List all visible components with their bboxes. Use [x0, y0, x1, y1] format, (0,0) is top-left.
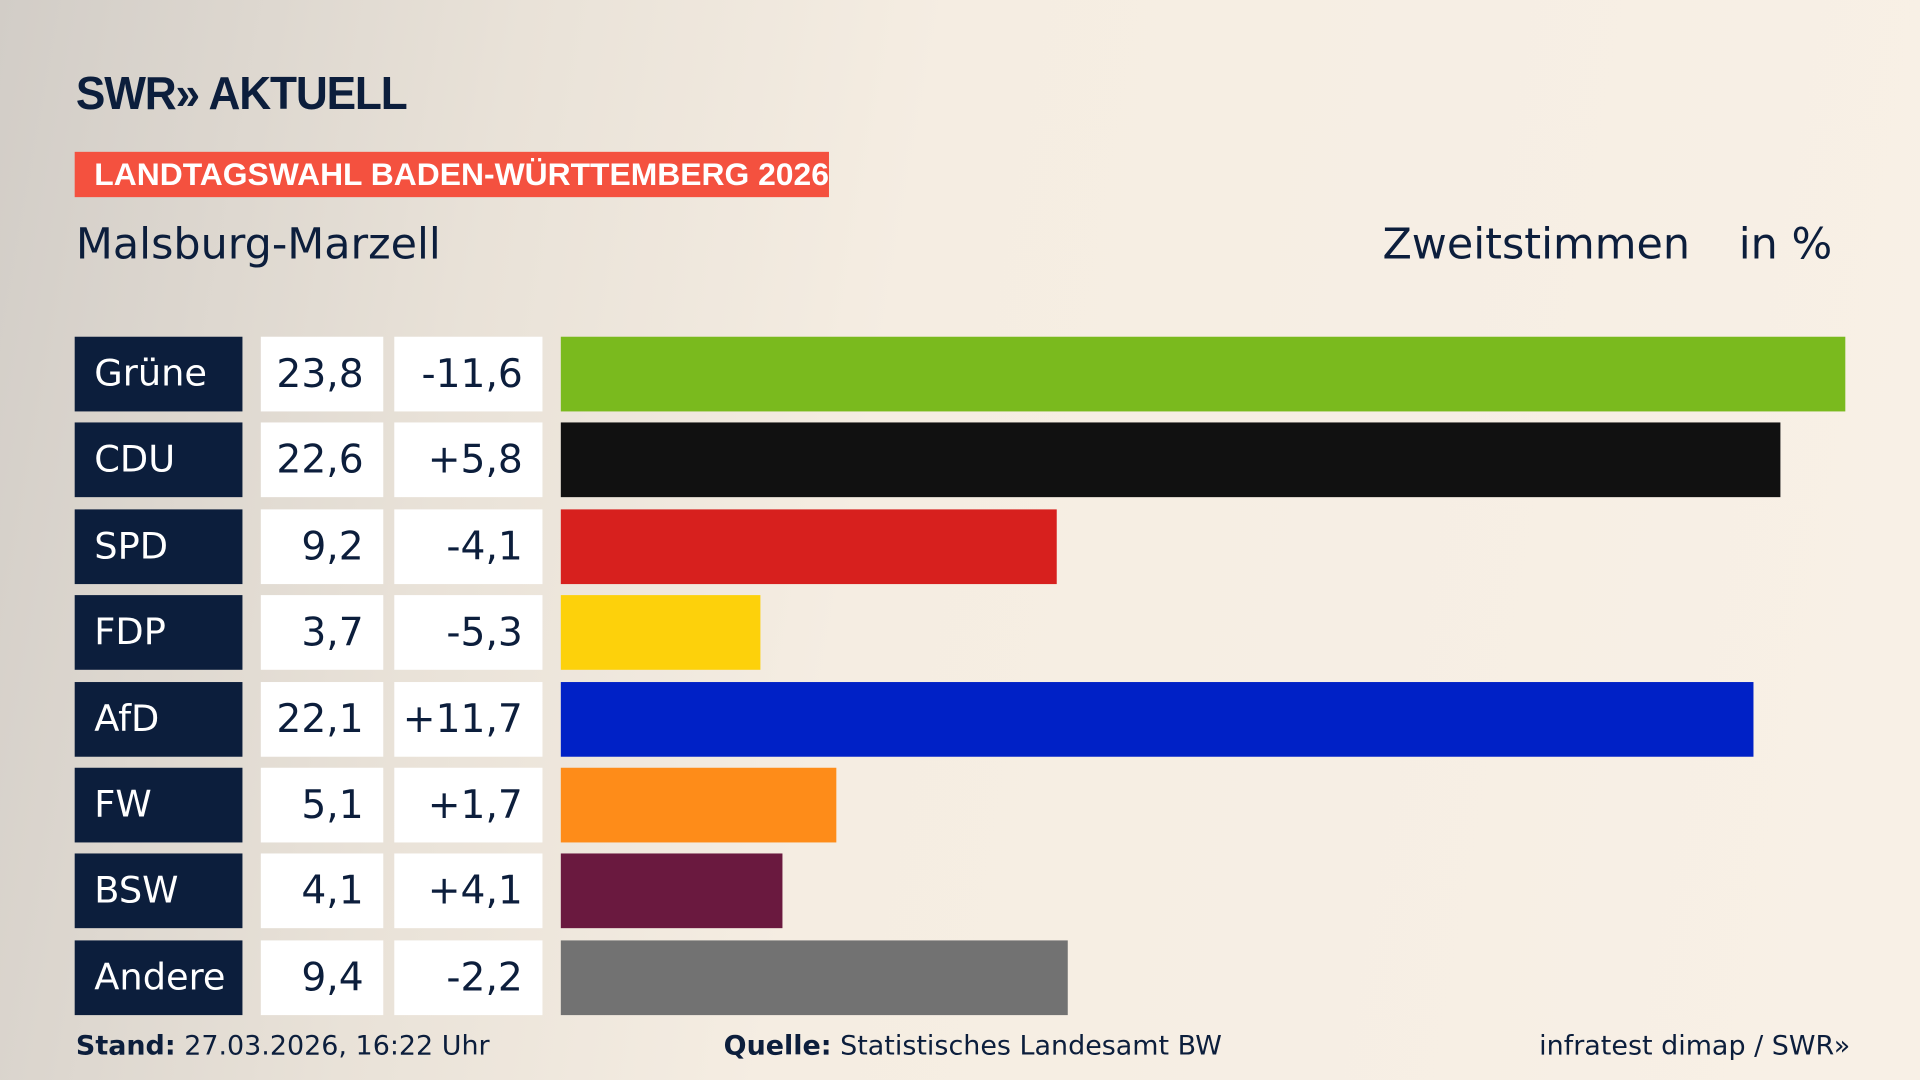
unit-label: in %	[1738, 220, 1833, 270]
stand-value: 27.03.2026, 16:22 Uhr	[184, 1031, 490, 1062]
source-label: Quelle:	[723, 1031, 832, 1062]
party-label: Grüne	[74, 336, 243, 412]
party-label: SPD	[74, 509, 243, 584]
bar	[560, 681, 1754, 757]
bar	[560, 940, 1069, 1015]
party-label: AfD	[74, 681, 243, 757]
timestamp: Stand: 27.03.2026, 16:22 Uhr	[76, 1031, 490, 1062]
credit: infratest dimap / SWR»	[1539, 1031, 1851, 1062]
bar	[560, 767, 837, 843]
value-label: 4,1	[260, 853, 384, 929]
bar	[560, 422, 1781, 498]
party-label: FDP	[74, 595, 243, 671]
value-label: 9,4	[260, 940, 384, 1015]
source: Quelle: Statistisches Landesamt BW	[724, 1031, 1222, 1062]
diff-label: +4,1	[394, 853, 543, 929]
diff-label: -2,2	[394, 940, 543, 1015]
party-label: Andere	[74, 940, 243, 1015]
bar	[560, 509, 1058, 584]
swr-aktuell-logo: SWR» AKTUELL	[75, 68, 408, 121]
bar	[560, 853, 783, 929]
diff-label: +5,8	[394, 422, 543, 498]
diff-label: -4,1	[394, 509, 543, 584]
diff-label: -5,3	[394, 595, 543, 671]
bar	[560, 336, 1846, 412]
party-label: FW	[74, 767, 243, 843]
party-label: BSW	[74, 853, 243, 929]
diff-label: -11,6	[394, 336, 543, 412]
region-title: Malsburg-Marzell	[75, 220, 441, 270]
value-label: 9,2	[260, 509, 384, 584]
bar	[560, 595, 761, 671]
value-label: 3,7	[260, 595, 384, 671]
party-label: CDU	[74, 422, 243, 498]
value-label: 22,6	[260, 422, 384, 498]
stand-label: Stand:	[75, 1031, 176, 1062]
value-label: 22,1	[260, 681, 384, 757]
value-label: 23,8	[260, 336, 384, 412]
source-value: Statistisches Landesamt BW	[840, 1031, 1222, 1062]
diff-label: +11,7	[394, 681, 543, 757]
vote-type-label: Zweitstimmen	[1382, 220, 1691, 270]
diff-label: +1,7	[394, 767, 543, 843]
election-banner: LANDTAGSWAHL BADEN-WÜRTTEMBERG 2026	[74, 151, 829, 198]
value-label: 5,1	[260, 767, 384, 843]
